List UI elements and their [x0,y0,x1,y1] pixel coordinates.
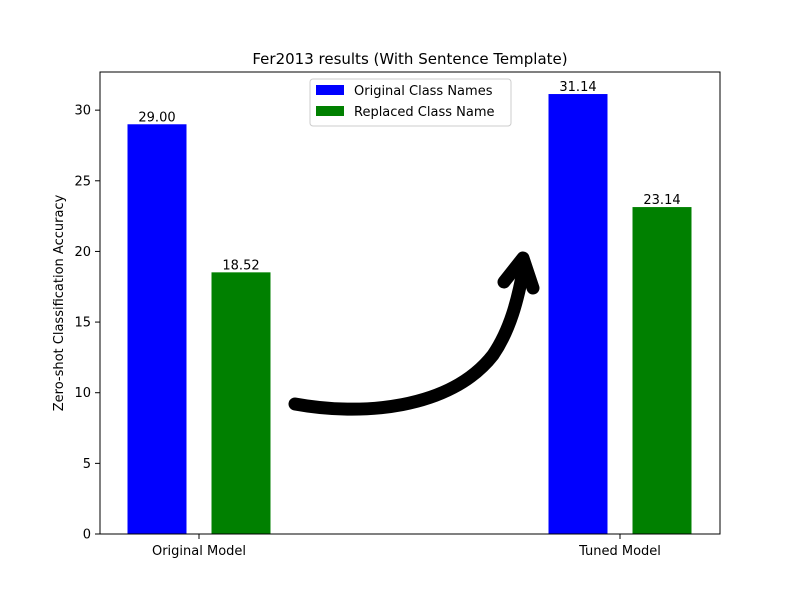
y-axis-label: Zero-shot Classification Accuracy [52,194,67,411]
curved-arrow-head [497,251,540,295]
legend-swatch-original [316,85,344,95]
bar-value-label: 18.52 [222,258,259,273]
legend-label-replaced: Replaced Class Name [354,105,495,120]
bar-original-tuned-model [548,94,608,534]
y-tick-label: 15 [74,316,91,331]
legend-box [309,78,512,127]
y-axis: 0 5 10 15 20 25 30 [74,104,100,543]
bar-replaced-tuned-model [632,207,692,535]
plot-frame [99,71,721,535]
chart-title: Fer2013 results (With Sentence Template) [252,50,567,68]
x-tick-label: Tuned Model [578,544,661,559]
y-tick-label: 25 [74,174,91,189]
y-tick-label: 5 [83,457,91,472]
legend: Original Class Names Replaced Class Name [309,78,512,127]
bar-replaced-original-model [211,272,271,534]
y-tick-label: 10 [74,386,91,401]
x-tick-label: Original Model [152,544,246,559]
curved-arrow-shaft [288,259,531,416]
bar-value-label: 29.00 [138,110,175,125]
x-axis: Original Model Tuned Model [152,534,661,559]
y-tick-label: 20 [74,245,91,260]
y-tick-label: 0 [83,528,91,543]
bar-original-original-model [127,124,187,534]
bar-value-label: 23.14 [643,193,680,208]
legend-label-original: Original Class Names [354,84,493,99]
bars-layer [127,94,692,535]
legend-swatch-replaced [316,106,344,116]
value-labels-layer: 29.00 31.14 18.52 23.14 [138,80,680,273]
y-tick-label: 30 [74,104,91,119]
bar-value-label: 31.14 [559,80,596,95]
